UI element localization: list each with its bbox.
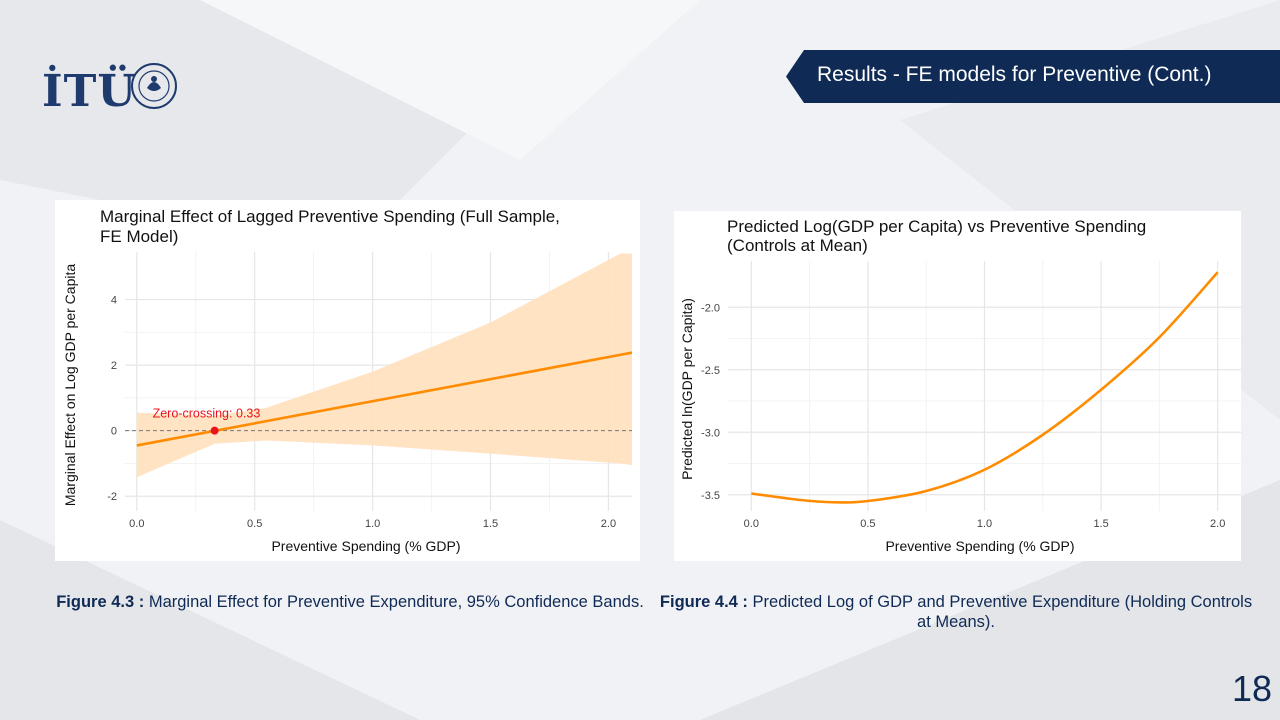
page-number: 18	[1231, 668, 1272, 709]
caption-label: Figure 4.4 :	[659, 593, 748, 611]
y-tick-label: -3.0	[701, 427, 720, 439]
y-tick-label: 0	[111, 426, 117, 438]
x-tick-label: 1.0	[977, 518, 992, 530]
zero-crossing-marker	[210, 426, 219, 435]
chart-title: Marginal Effect of Lagged Preventive Spe…	[100, 207, 560, 226]
predicted-gdp-chart: Predicted Log(GDP per Capita) vs Prevent…	[674, 211, 1241, 561]
x-axis-label: Preventive Spending (% GDP)	[271, 538, 460, 554]
y-tick-label: -2.5	[701, 365, 720, 377]
marginal-effect-chart: Marginal Effect of Lagged Preventive Spe…	[55, 200, 640, 561]
predicted-gdp-plot: Predicted Log(GDP per Capita) vs Prevent…	[679, 217, 1241, 554]
x-tick-label: 0.5	[247, 518, 262, 530]
marginal-effect-plot: Marginal Effect of Lagged Preventive Spe…	[62, 207, 633, 554]
x-tick-label: 2.0	[601, 518, 616, 530]
x-tick-label: 0.0	[129, 518, 144, 530]
university-seal-icon	[131, 63, 177, 109]
chart-title: Predicted Log(GDP per Capita) vs Prevent…	[727, 217, 1146, 236]
x-tick-label: 0.0	[744, 518, 759, 530]
x-tick-label: 1.5	[1093, 518, 1108, 530]
figure-caption-4-3: Figure 4.3 : Marginal Effect for Prevent…	[40, 592, 660, 612]
logo-text: İTÜ	[42, 66, 137, 117]
x-tick-label: 1.5	[483, 518, 498, 530]
x-tick-label: 1.0	[365, 518, 380, 530]
x-tick-label: 2.0	[1210, 518, 1225, 530]
figure-caption-4-4: Figure 4.4 : Predicted Log of GDP and Pr…	[652, 592, 1260, 632]
y-axis-label: Predicted ln(GDP per Capita)	[679, 298, 695, 480]
title-banner: Results - FE models for Preventive (Cont…	[786, 50, 1280, 103]
x-tick-label: 0.5	[860, 518, 875, 530]
slide-title: Results - FE models for Preventive (Cont…	[817, 63, 1212, 86]
caption-label: Figure 4.3 :	[56, 593, 145, 611]
y-axis-label: Marginal Effect on Log GDP per Capita	[62, 264, 78, 507]
y-tick-label: -2	[107, 491, 117, 503]
series-line	[751, 271, 1219, 504]
y-tick-label: 4	[111, 295, 117, 307]
caption-text: Predicted Log of GDP and Preventive Expe…	[747, 593, 1253, 631]
chart-title-line2: (Controls at Mean)	[727, 236, 868, 255]
chart-title-line2: FE Model)	[100, 227, 178, 246]
x-axis-label: Preventive Spending (% GDP)	[885, 538, 1074, 554]
y-tick-label: -3.5	[701, 490, 720, 502]
zero-crossing-label: Zero-crossing: 0.33	[153, 407, 261, 421]
y-tick-label: -2.0	[701, 302, 720, 314]
caption-text: Marginal Effect for Preventive Expenditu…	[144, 593, 644, 611]
y-tick-label: 2	[111, 360, 117, 372]
series-line	[136, 351, 633, 447]
